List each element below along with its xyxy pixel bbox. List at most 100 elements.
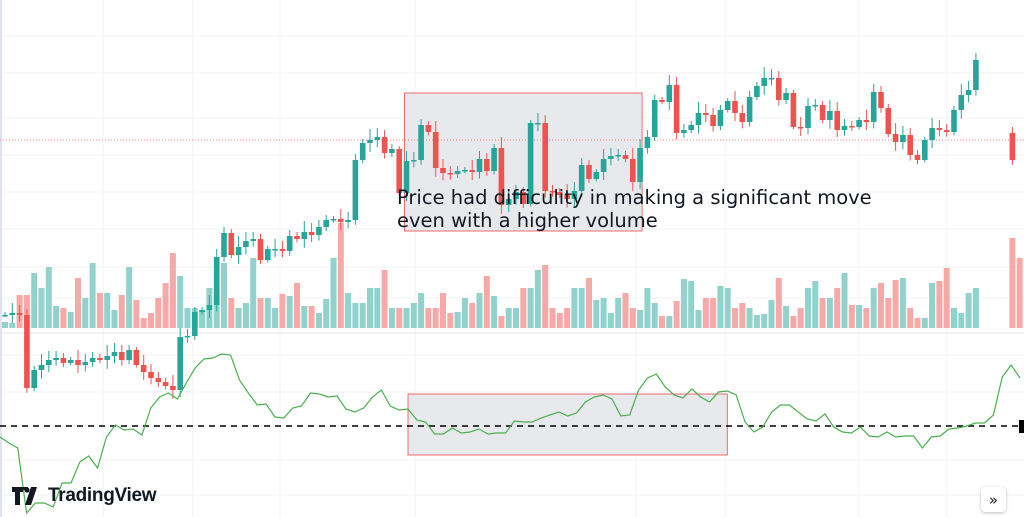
candle-body [812,105,819,107]
volume-bar [45,267,52,328]
candle-body [38,365,45,370]
candle-body [659,100,665,102]
volume-bar [965,293,972,328]
volume-bar [556,313,563,328]
volume-bar [359,303,366,328]
volume-bar [140,318,147,328]
volume-bar [520,288,527,328]
candle-body [688,125,694,130]
volume-bar [607,313,614,328]
candle-body [140,365,147,372]
candle-body [9,313,16,315]
candle-body [381,137,388,153]
candle-body [199,310,205,312]
volume-bar [951,308,957,328]
candle-body [257,239,264,260]
candle-body [527,123,534,204]
volume-bar [907,308,914,328]
volume-bar [89,263,96,328]
volume-bar [67,312,74,328]
volume-bar [702,298,709,328]
candle-body [213,257,220,305]
candle-body [841,126,848,130]
volume-bar [564,308,571,328]
volume-bar [483,276,490,328]
volume-bar [958,313,965,328]
volume-bar [38,288,45,328]
candle-body [338,219,344,222]
candle-body [345,220,351,222]
candle-body [162,382,169,386]
volume-bar [870,288,877,328]
volume-bar [323,299,330,328]
volume-bar [60,308,67,328]
candle-body [724,101,731,110]
candle-body [644,137,651,148]
candle-body [359,143,366,160]
candle-body [608,156,614,159]
volume-bar [31,273,38,328]
candle-body [31,370,37,388]
volume-bar [461,298,468,328]
candle-body [454,171,461,174]
volume-bar [148,313,154,328]
volume-bar [169,253,176,328]
volume-bar [337,223,344,328]
volume-bar [856,305,863,328]
volume-bar [396,308,403,328]
candle-body [82,362,89,365]
volume-bar [710,298,717,328]
candle-body [192,312,198,336]
volume-bar [53,306,60,328]
candle-body [316,227,322,235]
chart-annotation: Price had difficulity in making a signif… [397,186,872,232]
candle-body [856,120,862,127]
candle-body [126,350,132,360]
tradingview-logo-icon [12,487,37,505]
volume-bar [264,298,271,328]
volume-bar [775,278,782,328]
scroll-to-realtime-button[interactable]: » [981,487,1006,512]
candle-body [75,360,81,365]
candle-body [593,172,600,179]
tradingview-logo[interactable]: TradingView [12,485,157,507]
volume-bar [783,306,790,328]
volume-bar [469,303,476,328]
volume-bar [812,281,819,328]
volume-bar [680,279,687,328]
candle-body [243,241,249,247]
candle-body [739,113,746,122]
volume-bar [899,278,906,328]
volume-bar [235,308,242,328]
candle-body [695,113,702,125]
volume-bar [9,323,16,328]
volume-bar [432,308,439,328]
candle-body [535,123,541,125]
volume-bar [352,303,359,328]
volume-bar [221,263,227,328]
volume-bar [1009,238,1016,328]
candle-body [746,97,753,122]
volume-bar [279,294,286,328]
candle-body [491,148,497,171]
candle-body [250,239,256,241]
volume-bar [929,283,936,328]
candle-body [892,134,899,142]
candle-body [104,356,110,360]
volume-bar [549,308,556,328]
candle-body [148,372,154,378]
candle-body [900,135,906,142]
candle-body [834,111,840,130]
volume-bar [644,288,651,328]
candle-body [600,159,607,172]
candle-body [651,100,658,137]
volume-bar [637,310,644,328]
volume-bar [104,293,111,328]
volume-bar [513,308,519,328]
volume-bar [308,306,315,328]
candle-body [308,232,315,235]
candle-body [819,105,826,120]
double-chevron-right-icon: » [988,490,999,509]
volume-bar [177,276,184,328]
